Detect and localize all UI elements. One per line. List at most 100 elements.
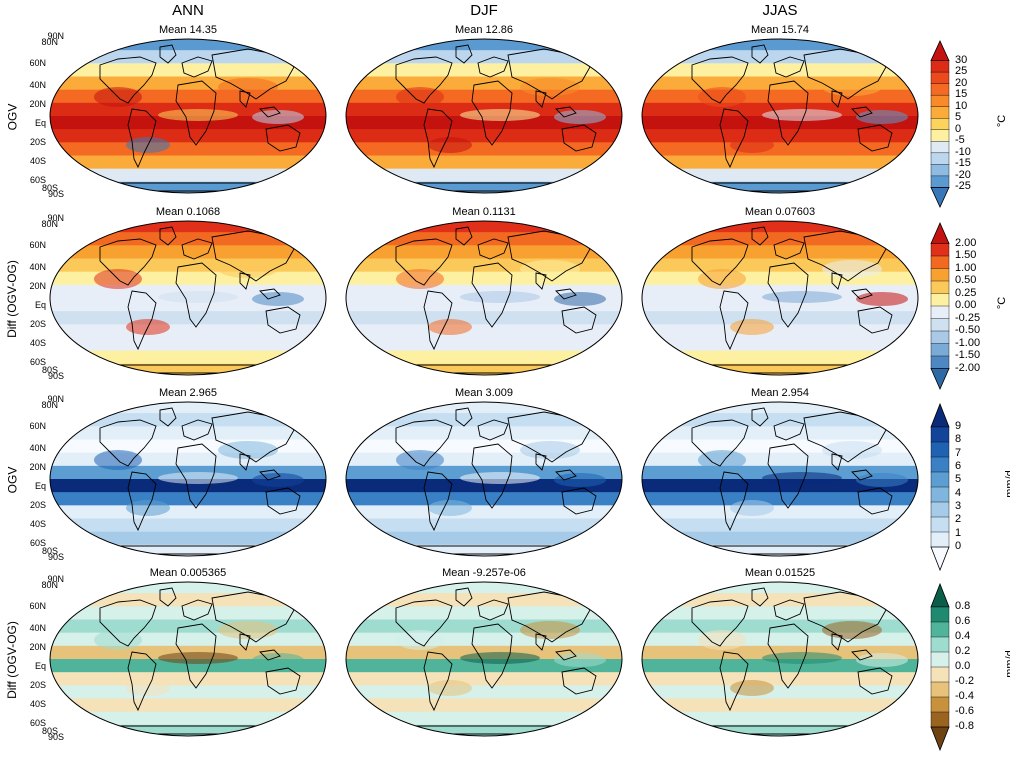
map-color-band <box>642 606 918 621</box>
map-color-band <box>346 50 622 64</box>
latitude-label: 60S <box>29 174 46 185</box>
coastline <box>239 453 251 471</box>
panel-mean-label: Mean 0.01525 <box>744 567 816 579</box>
coastline <box>265 124 301 152</box>
map-color-band <box>346 685 622 700</box>
map-color-band <box>50 672 326 686</box>
colorbar-segment <box>930 651 950 668</box>
map-color-band <box>346 89 622 104</box>
map-color-band <box>346 698 622 713</box>
map-field-blob <box>460 291 540 303</box>
latitude-label: 80S <box>41 545 58 556</box>
colorbar-top-arrow <box>930 222 950 244</box>
colorbar-tick-label: -0.8 <box>955 720 974 732</box>
map-field-blob <box>822 441 882 459</box>
coastline <box>99 238 157 286</box>
column-header-ann: ANN <box>172 2 204 19</box>
coastline <box>857 124 893 152</box>
colorbar-segment <box>930 343 950 357</box>
map-color-band <box>642 245 918 260</box>
coastline <box>423 290 453 351</box>
latitude-label: 60N <box>29 57 46 68</box>
map-boundary <box>345 38 623 194</box>
coastline <box>127 108 157 169</box>
map-field-blob <box>218 621 278 639</box>
latitude-label: 40N <box>29 622 46 633</box>
latitude-label: 40S <box>29 518 46 529</box>
map-field-blob <box>520 78 580 96</box>
colorbar-segment <box>930 621 950 638</box>
coastline <box>773 419 805 441</box>
coastline <box>265 667 301 695</box>
map-color-band <box>642 402 918 414</box>
map-color-band <box>50 181 326 193</box>
map-color-band <box>50 452 326 467</box>
colorbar-tick-label: -5 <box>955 134 965 147</box>
colorbar-tick-label: -25 <box>955 180 971 193</box>
coastline <box>181 419 213 441</box>
map-color-band <box>642 221 918 233</box>
panel-mean-label: Mean 0.005365 <box>149 567 227 579</box>
coastline <box>767 443 809 509</box>
coastline <box>175 80 217 146</box>
map-color-band <box>642 181 918 193</box>
map-color-band <box>346 413 622 427</box>
coastline <box>423 471 453 532</box>
map-color-band <box>346 232 622 246</box>
map-color-band <box>50 402 326 414</box>
coastline <box>535 453 547 471</box>
map-color-band <box>642 531 918 546</box>
colorbar-tick-label: 3 <box>955 500 962 512</box>
coastline <box>127 471 157 532</box>
map-field-blob <box>554 110 606 124</box>
map-color-band <box>642 298 918 312</box>
colorbar-bottom-arrow <box>930 368 950 390</box>
map-boundary <box>345 220 623 376</box>
map-field-blob <box>252 653 304 667</box>
coastline <box>477 238 509 260</box>
colorbar-segment <box>930 636 950 653</box>
map-field-blob <box>822 260 882 278</box>
map-field-blob <box>158 109 238 121</box>
map-color-band <box>50 724 326 736</box>
map-color-band <box>642 102 918 117</box>
map-field-blob <box>158 291 238 303</box>
colorbar-tick-label: -0.6 <box>955 705 974 717</box>
coastline <box>423 108 453 169</box>
map-field-blob <box>396 87 444 107</box>
map-field-blob <box>554 473 606 487</box>
map-color-band <box>642 698 918 713</box>
map-color-band <box>642 659 918 673</box>
latitude-label: 20N <box>29 641 46 652</box>
colorbar-tick-label: -10 <box>955 145 971 158</box>
latitude-label: 40S <box>29 155 46 166</box>
map-field-blob <box>460 472 540 484</box>
coastline <box>691 599 749 647</box>
map-field-blob <box>856 473 908 487</box>
coastline <box>181 56 213 78</box>
map-panel <box>641 38 919 194</box>
colorbar-tick-label: 4 <box>955 486 962 499</box>
map-color-band <box>642 672 918 686</box>
map-color-band <box>642 582 918 594</box>
map-color-band <box>642 593 918 607</box>
map-color-band <box>50 544 326 556</box>
latitude-label: 60N <box>29 239 46 250</box>
colorbar-segment <box>930 83 950 96</box>
colorbar-tick-label: 0.25 <box>955 286 977 299</box>
colorbar-segment <box>930 696 950 713</box>
coastline <box>767 80 809 146</box>
map-color-band <box>642 39 918 51</box>
colorbar-segment <box>930 293 950 307</box>
coastline <box>831 90 843 108</box>
colorbar-segment <box>930 305 950 320</box>
coastline <box>555 469 577 481</box>
coastline <box>719 651 749 712</box>
map-field-blob <box>396 269 444 289</box>
latitude-label: 60S <box>29 717 46 728</box>
latitude-label: 20N <box>29 98 46 109</box>
map-color-band <box>642 724 918 736</box>
latitude-label: Eq <box>34 299 46 310</box>
colorbar-bottom-arrow <box>930 546 950 572</box>
coastline <box>127 651 157 712</box>
